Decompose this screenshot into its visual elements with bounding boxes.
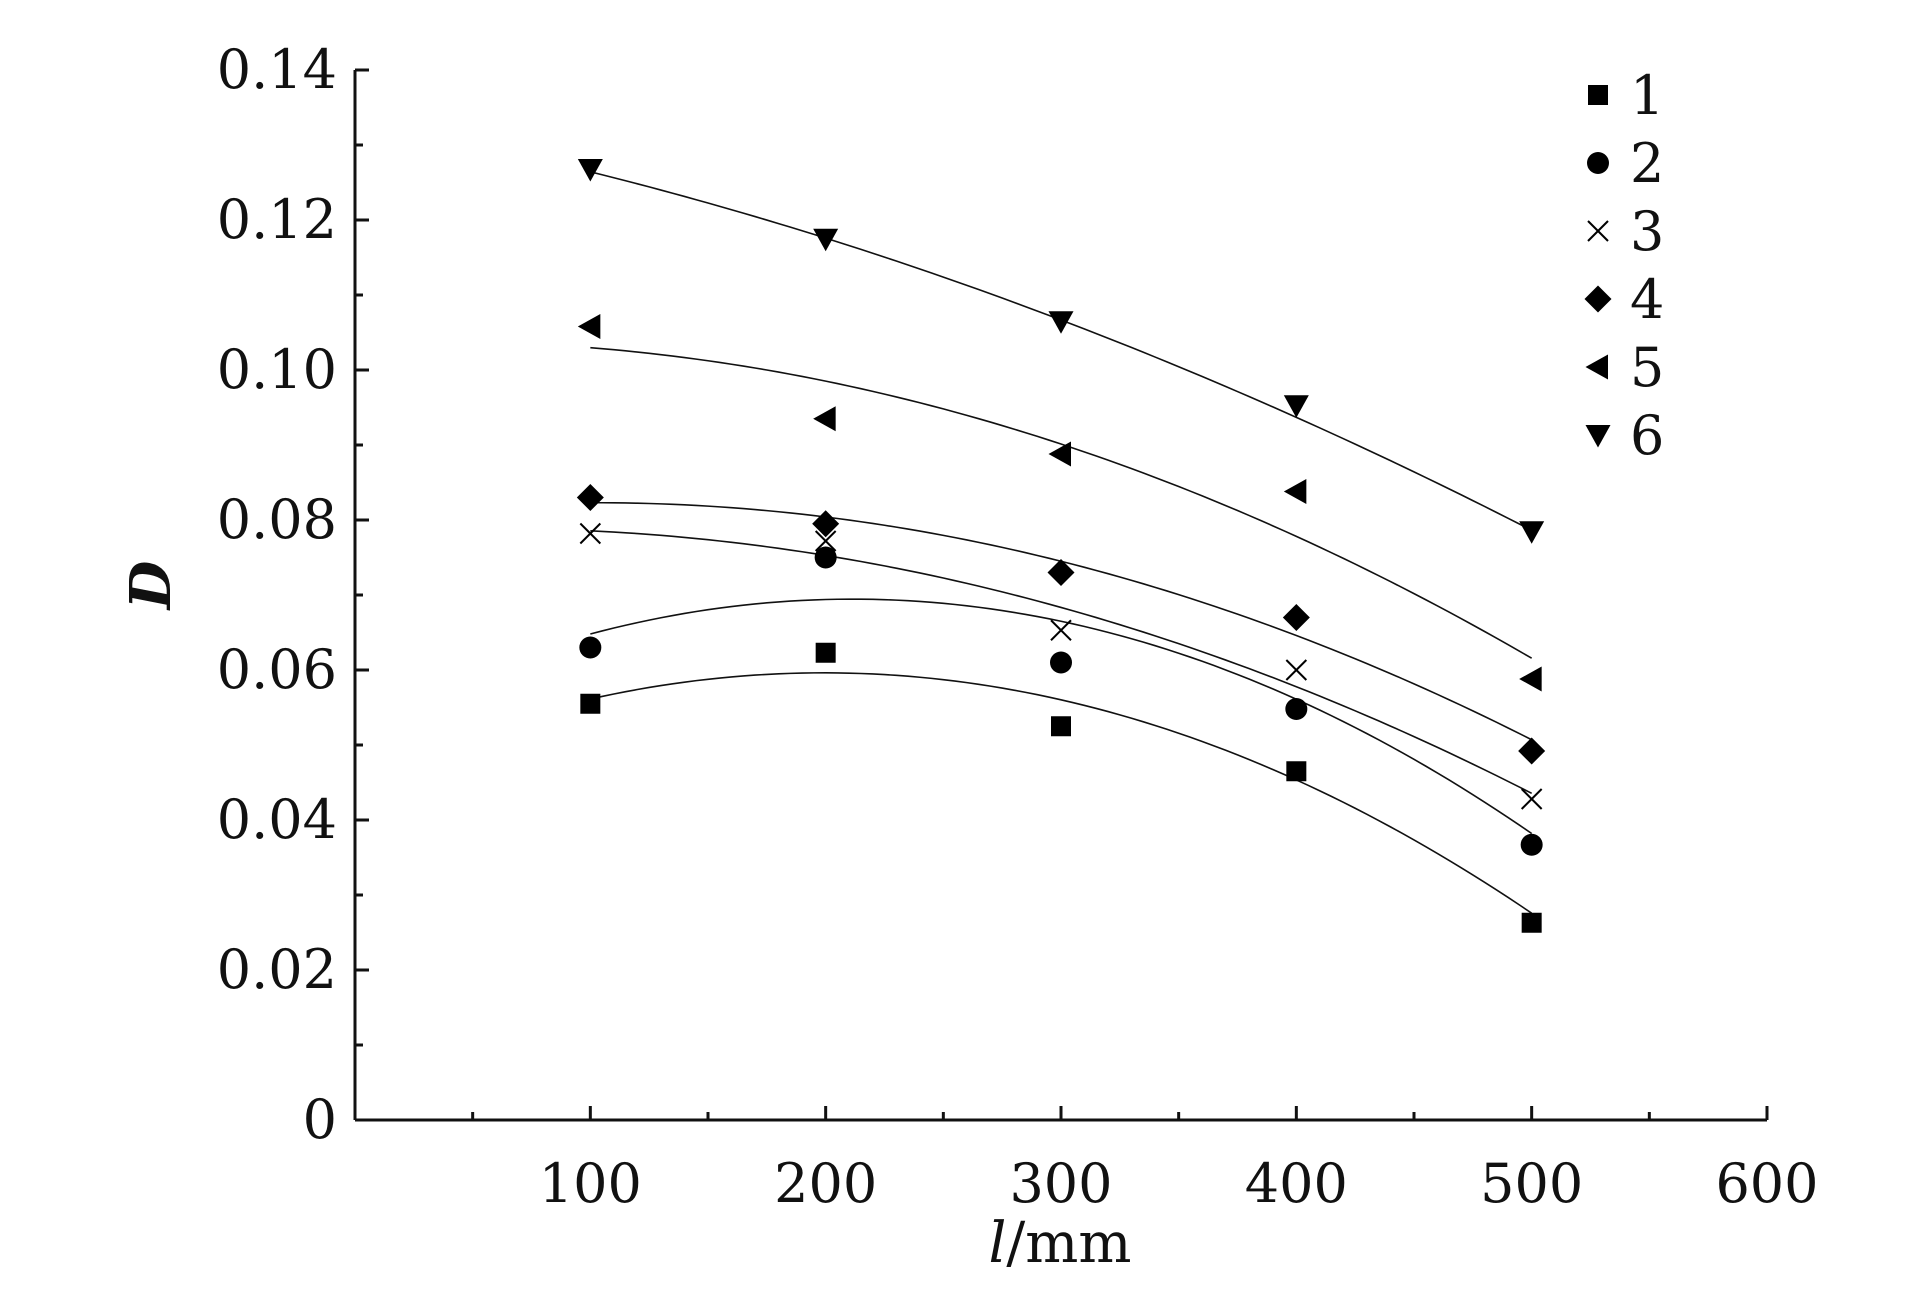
point-series-5 [1519, 666, 1542, 692]
point-series-6 [577, 159, 603, 182]
point-series-4 [1518, 737, 1546, 765]
x-tick-label: 200 [774, 1152, 877, 1215]
y-tick-label: 0.04 [217, 788, 337, 851]
y-axis-title: D [118, 560, 184, 611]
x-tick-label: 400 [1245, 1152, 1348, 1215]
legend-marker-series-2 [1587, 152, 1609, 174]
fit-curve-series-2 [590, 598, 1533, 835]
legend-label: 5 [1630, 336, 1664, 399]
point-series-1 [1286, 761, 1307, 782]
point-series-2 [1050, 651, 1072, 674]
x-tick-label: 500 [1480, 1152, 1583, 1215]
point-series-4 [576, 484, 604, 511]
point-series-2 [1520, 833, 1543, 856]
point-series-3-stroke-b [579, 522, 602, 545]
legend-marker-series-4 [1584, 285, 1612, 313]
legend-label: 6 [1630, 404, 1664, 467]
point-series-5 [1048, 441, 1071, 467]
point-series-3 [1285, 659, 1308, 681]
data-points [576, 159, 1546, 933]
legend-label: 2 [1630, 132, 1664, 195]
fit-curve-series-1 [590, 672, 1533, 914]
point-series-1 [1051, 716, 1071, 737]
point-series-6 [1519, 521, 1545, 544]
legend-marker-series-6 [1585, 425, 1611, 448]
point-series-2 [814, 546, 837, 569]
x-tick-label: 100 [539, 1152, 642, 1215]
point-series-5 [577, 314, 601, 339]
point-series-3-stroke-b [1050, 619, 1072, 641]
fit-curves [590, 171, 1533, 914]
x-axis-title-unit: /mm [1006, 1211, 1131, 1276]
fit-curve-series-6 [590, 171, 1533, 532]
point-series-3 [579, 522, 602, 545]
point-series-5 [813, 406, 836, 432]
y-tick-label: 0.10 [217, 338, 337, 401]
y-tick-label: 0.08 [217, 488, 337, 551]
legend-label: 4 [1630, 268, 1664, 331]
fit-curve-series-3 [590, 530, 1533, 795]
point-series-1 [815, 642, 836, 663]
fit-curve-series-5 [590, 346, 1533, 659]
x-tick-label: 600 [1715, 1152, 1818, 1215]
legend-marker-series-1 [1588, 85, 1608, 105]
point-series-6 [1283, 395, 1309, 418]
y-tick-label: 0.12 [217, 188, 337, 251]
y-tick-label: 0 [303, 1088, 337, 1151]
point-series-2 [579, 636, 602, 659]
legend-marker-series-3-stroke-b [1587, 220, 1609, 242]
legend-label: 3 [1630, 200, 1664, 263]
point-series-3-stroke-b [1285, 659, 1308, 681]
point-series-3 [814, 530, 837, 552]
legend-marker-series-5 [1585, 354, 1608, 380]
point-series-6 [1048, 311, 1074, 334]
point-series-3-stroke-b [814, 530, 837, 552]
y-tick-label: 0.06 [217, 638, 337, 701]
point-series-4 [812, 510, 840, 538]
point-series-3-stroke-b [1520, 788, 1543, 810]
point-series-3 [1520, 788, 1543, 810]
axes: 100 200 300 400 500 600 0 0.02 0.04 0.06 0.08 0.10 0… [217, 38, 1819, 1215]
legend-label: 1 [1630, 64, 1664, 127]
x-axis-title: l/mm [989, 1211, 1132, 1276]
point-series-1 [580, 693, 601, 714]
y-tick-label: 0.02 [217, 938, 337, 1001]
point-series-5 [1283, 479, 1307, 504]
point-series-1 [1521, 912, 1542, 933]
point-series-6 [813, 228, 839, 252]
legend-marker-series-3 [1587, 220, 1609, 242]
point-series-4 [1047, 559, 1075, 586]
point-series-2 [1285, 698, 1308, 720]
x-tick-label: 300 [1009, 1152, 1112, 1215]
y-tick-label: 0.14 [217, 38, 337, 101]
point-series-4 [1282, 604, 1310, 631]
x-axis-title-italic: l [989, 1211, 1007, 1276]
point-series-3 [1050, 619, 1072, 641]
